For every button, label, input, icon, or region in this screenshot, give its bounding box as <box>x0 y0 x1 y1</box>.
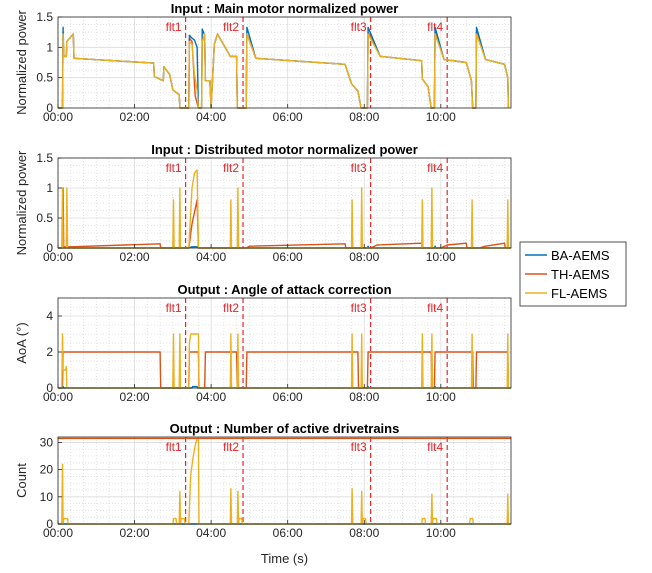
x-tick-label: 08:00 <box>349 250 379 264</box>
x-tick-label: 08:00 <box>349 390 379 404</box>
chart-panel-4: flt1 flt2 flt3 flt4 00:00 02:00 04:00 06:00 08:0… <box>14 421 512 566</box>
y-tick-label: 0.5 <box>36 211 53 225</box>
y-tick-label: 0 <box>46 241 53 255</box>
flight-marker-label: flt2 <box>223 161 239 175</box>
y-tick-label: 1 <box>46 181 53 195</box>
y-tick-label: 10 <box>40 490 54 504</box>
x-tick-label: 02:00 <box>120 390 150 404</box>
chart-panel-2: flt1 flt2 flt3 flt4 00:00 02:00 04:00 06:00 08:0… <box>14 142 512 264</box>
x-tick-label: 10:00 <box>426 110 456 124</box>
x-tick-label: 10:00 <box>426 526 456 540</box>
y-tick-label: 0 <box>46 517 53 531</box>
y-axis-label: Count <box>14 463 29 498</box>
x-tick-label: 04:00 <box>196 250 226 264</box>
flight-marker-label: flt1 <box>166 161 182 175</box>
x-tick-label: 06:00 <box>273 390 303 404</box>
x-tick-label: 04:00 <box>196 110 226 124</box>
legend-label: TH-AEMS <box>551 267 610 282</box>
flight-marker-label: flt2 <box>223 20 239 34</box>
y-tick-label: 2 <box>46 345 53 359</box>
axes-box <box>57 157 512 249</box>
series-line-th-aems <box>58 187 506 249</box>
x-tick-label: 06:00 <box>273 250 303 264</box>
y-tick-label: 4 <box>46 309 53 323</box>
flight-marker-label: flt4 <box>427 161 443 175</box>
x-tick-label: 06:00 <box>273 526 303 540</box>
y-axis-label: Normalized power <box>14 150 29 255</box>
legend-label: BA-AEMS <box>551 248 610 263</box>
chart-panel-3: flt1 flt2 flt3 flt4 00:00 02:00 04:00 06:00 08:0… <box>14 282 512 404</box>
y-tick-label: 1.5 <box>36 10 53 24</box>
chart-title: Output : Angle of attack correction <box>177 282 391 297</box>
y-axis-label: Normalized power <box>14 9 29 114</box>
flight-marker-label: flt3 <box>351 440 367 454</box>
x-tick-label: 00:00 <box>43 110 73 124</box>
axes-box <box>57 436 512 525</box>
flight-marker-label: flt1 <box>166 301 182 315</box>
x-tick-label: 06:00 <box>273 110 303 124</box>
y-tick-label: 0 <box>46 381 53 395</box>
y-tick-label: 0.5 <box>36 71 53 85</box>
flight-marker-label: flt2 <box>223 440 239 454</box>
y-tick-label: 0 <box>46 101 53 115</box>
legend-label: FL-AEMS <box>551 286 608 301</box>
flight-marker-label: flt3 <box>351 301 367 315</box>
x-tick-label: 04:00 <box>196 390 226 404</box>
series-line-fl-aems <box>58 439 511 525</box>
grid <box>57 437 511 525</box>
flight-marker-label: flt1 <box>166 440 182 454</box>
x-tick-label: 10:00 <box>426 390 456 404</box>
flight-marker-label: flt3 <box>351 161 367 175</box>
axes-box <box>57 297 512 389</box>
x-axis-label: Time (s) <box>261 551 308 566</box>
plot-area <box>58 437 511 524</box>
flight-marker-label: flt1 <box>166 20 182 34</box>
x-tick-label: 08:00 <box>349 110 379 124</box>
x-tick-label: 04:00 <box>196 526 226 540</box>
chart-title: Output : Number of active drivetrains <box>170 421 400 436</box>
y-tick-label: 1 <box>46 40 53 54</box>
x-tick-label: 02:00 <box>120 526 150 540</box>
x-tick-label: 10:00 <box>426 250 456 264</box>
x-tick-label: 02:00 <box>120 250 150 264</box>
chart-title: Input : Main motor normalized power <box>171 1 399 16</box>
x-tick-label: 00:00 <box>43 390 73 404</box>
chart-title: Input : Distributed motor normalized pow… <box>151 142 418 157</box>
y-tick-label: 1.5 <box>36 151 53 165</box>
x-tick-label: 08:00 <box>349 526 379 540</box>
flight-marker-label: flt4 <box>427 440 443 454</box>
legend: BA-AEMS TH-AEMS FL-AEMS <box>519 241 627 307</box>
y-tick-label: 30 <box>40 435 54 449</box>
series-line-fl-aems <box>58 33 510 109</box>
y-axis-label: AoA (°) <box>14 322 29 363</box>
x-tick-label: 02:00 <box>120 110 150 124</box>
x-tick-label: 00:00 <box>43 526 73 540</box>
flight-marker-label: flt4 <box>427 301 443 315</box>
x-tick-label: 00:00 <box>43 250 73 264</box>
y-tick-label: 20 <box>40 463 54 477</box>
flight-marker-label: flt3 <box>351 20 367 34</box>
axes-box <box>57 16 512 109</box>
flight-marker-label: flt2 <box>223 301 239 315</box>
